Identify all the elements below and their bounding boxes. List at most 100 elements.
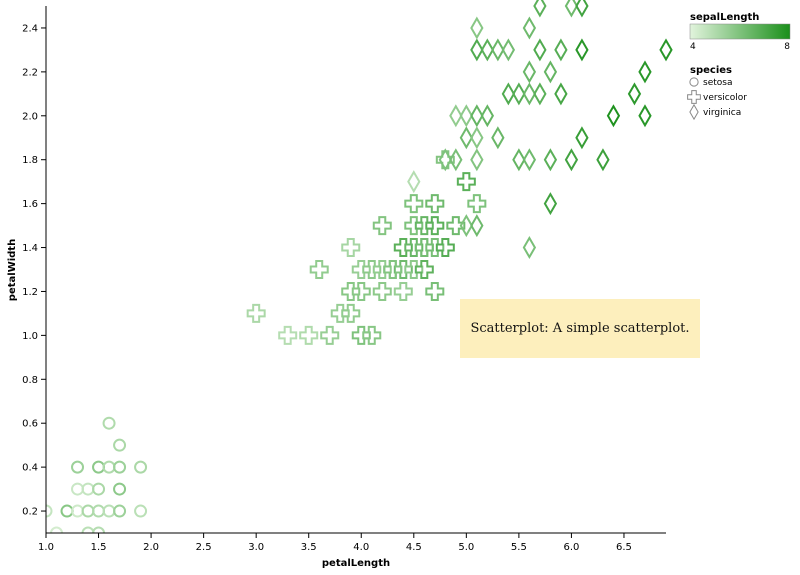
point-virginica[interactable] xyxy=(575,38,589,62)
point-versicolor[interactable] xyxy=(414,238,434,258)
point-versicolor[interactable] xyxy=(425,194,445,214)
point-virginica[interactable] xyxy=(459,126,473,150)
point-setosa[interactable] xyxy=(92,460,106,474)
point-versicolor[interactable] xyxy=(467,194,487,214)
point-versicolor[interactable] xyxy=(299,325,319,345)
point-versicolor[interactable] xyxy=(425,216,445,236)
point-virginica[interactable] xyxy=(459,214,473,238)
point-virginica[interactable] xyxy=(522,236,537,260)
point-virginica[interactable] xyxy=(480,38,495,62)
point-setosa[interactable] xyxy=(102,416,116,430)
point-versicolor[interactable] xyxy=(446,216,466,236)
point-virginica[interactable] xyxy=(575,126,589,150)
point-versicolor[interactable] xyxy=(246,303,266,323)
point-setosa[interactable] xyxy=(71,460,85,474)
point-versicolor[interactable] xyxy=(309,260,329,279)
point-virginica[interactable] xyxy=(533,82,547,106)
point-setosa[interactable] xyxy=(81,526,95,539)
point-virginica[interactable] xyxy=(596,148,610,172)
legend-item-versicolor[interactable]: versicolor xyxy=(687,90,748,104)
point-versicolor[interactable] xyxy=(404,238,424,258)
point-setosa[interactable] xyxy=(71,504,85,518)
point-versicolor[interactable] xyxy=(341,281,361,301)
point-versicolor[interactable] xyxy=(404,194,424,214)
point-versicolor[interactable] xyxy=(341,238,361,258)
point-setosa[interactable] xyxy=(134,460,148,474)
point-setosa[interactable] xyxy=(92,526,106,539)
legend-item-virginica[interactable]: virginica xyxy=(689,103,741,121)
point-setosa[interactable] xyxy=(60,504,74,518)
point-versicolor[interactable] xyxy=(330,303,350,323)
point-versicolor[interactable] xyxy=(393,281,413,301)
point-virginica[interactable] xyxy=(470,214,484,238)
point-virginica[interactable] xyxy=(407,170,421,194)
point-setosa[interactable] xyxy=(81,504,95,518)
point-virginica[interactable] xyxy=(564,0,579,18)
point-virginica[interactable] xyxy=(512,148,526,172)
point-setosa[interactable] xyxy=(134,504,148,518)
point-virginica[interactable] xyxy=(554,82,568,106)
point-setosa[interactable] xyxy=(71,482,85,496)
point-virginica[interactable] xyxy=(470,104,484,128)
point-virginica[interactable] xyxy=(522,82,537,106)
point-setosa[interactable] xyxy=(102,460,116,474)
point-versicolor[interactable] xyxy=(362,260,382,279)
point-setosa[interactable] xyxy=(50,526,64,539)
point-versicolor[interactable] xyxy=(393,238,413,258)
point-versicolor[interactable] xyxy=(414,238,434,258)
point-virginica[interactable] xyxy=(512,82,526,106)
point-versicolor[interactable] xyxy=(404,216,424,236)
point-virginica[interactable] xyxy=(459,104,473,128)
point-virginica[interactable] xyxy=(501,38,516,62)
point-virginica[interactable] xyxy=(480,104,495,128)
point-virginica[interactable] xyxy=(522,60,537,84)
point-virginica[interactable] xyxy=(564,148,579,172)
point-versicolor[interactable] xyxy=(383,260,403,279)
point-versicolor[interactable] xyxy=(435,238,455,258)
point-virginica[interactable] xyxy=(522,148,537,172)
point-setosa[interactable] xyxy=(81,482,95,496)
point-versicolor[interactable] xyxy=(404,260,424,279)
point-versicolor[interactable] xyxy=(351,325,371,345)
point-virginica[interactable] xyxy=(638,60,652,84)
point-virginica[interactable] xyxy=(449,104,463,128)
point-versicolor[interactable] xyxy=(414,260,434,279)
point-virginica[interactable] xyxy=(470,148,484,172)
point-virginica[interactable] xyxy=(470,126,484,150)
point-virginica[interactable] xyxy=(554,38,568,62)
point-setosa[interactable] xyxy=(92,482,106,496)
point-virginica[interactable] xyxy=(491,126,505,150)
point-versicolor[interactable] xyxy=(456,172,476,192)
point-virginica[interactable] xyxy=(543,192,558,216)
point-versicolor[interactable] xyxy=(351,260,371,279)
point-virginica[interactable] xyxy=(575,0,589,18)
point-versicolor[interactable] xyxy=(341,303,361,323)
point-virginica[interactable] xyxy=(470,38,484,62)
point-versicolor[interactable] xyxy=(320,325,340,345)
point-versicolor[interactable] xyxy=(425,281,445,301)
point-virginica[interactable] xyxy=(543,148,558,172)
point-versicolor[interactable] xyxy=(372,281,392,301)
point-versicolor[interactable] xyxy=(414,216,434,236)
point-setosa[interactable] xyxy=(113,460,127,474)
point-versicolor[interactable] xyxy=(278,325,298,345)
point-setosa[interactable] xyxy=(92,504,106,518)
point-versicolor[interactable] xyxy=(393,260,413,279)
point-versicolor[interactable] xyxy=(425,238,445,258)
point-virginica[interactable] xyxy=(638,104,652,128)
legend-item-setosa[interactable]: setosa xyxy=(689,77,733,88)
point-setosa[interactable] xyxy=(41,504,53,518)
point-versicolor[interactable] xyxy=(372,260,392,279)
point-virginica[interactable] xyxy=(533,38,547,62)
point-virginica[interactable] xyxy=(543,60,558,84)
point-setosa[interactable] xyxy=(113,438,127,452)
point-versicolor[interactable] xyxy=(372,216,392,236)
point-virginica[interactable] xyxy=(438,148,452,172)
point-virginica[interactable] xyxy=(606,104,621,128)
point-virginica[interactable] xyxy=(470,16,484,40)
point-virginica[interactable] xyxy=(533,0,547,18)
point-virginica[interactable] xyxy=(659,38,673,62)
point-setosa[interactable] xyxy=(113,504,127,518)
point-versicolor[interactable] xyxy=(383,260,403,279)
point-virginica[interactable] xyxy=(627,82,642,106)
